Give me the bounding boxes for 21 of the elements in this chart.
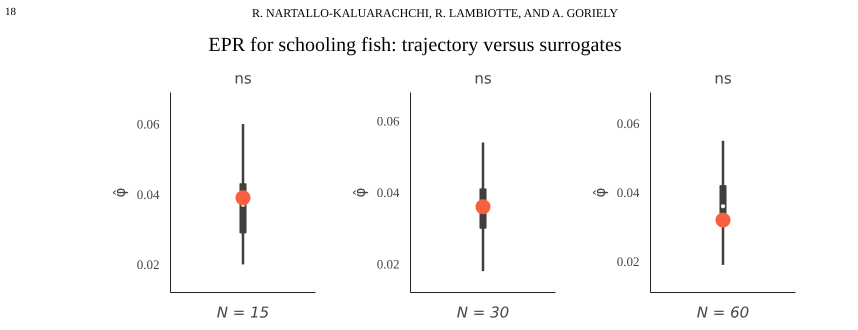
chart-title: ns: [234, 70, 252, 88]
text: R. NARTALLO-KALUARACHCHI, R. LAMBIOTTE, AND A. GORIELY: [252, 5, 618, 22]
y-tick-label: 0.02: [136, 256, 160, 272]
chart-title: ns: [474, 70, 492, 88]
y-tick-label: 0.06: [376, 114, 400, 129]
x-axis-title: N = 30: [456, 304, 510, 322]
chart-title: ns: [714, 70, 732, 88]
y-tick-label: 0.02: [616, 254, 640, 269]
text: EPR for schooling fish: trajectory versus surrogates: [208, 33, 622, 58]
x-axis-title: N = 60: [696, 304, 750, 322]
y-axis-title: φ̂: [350, 187, 369, 198]
x-axis-title: N = 15: [216, 304, 270, 322]
y-tick-label: 0.06: [136, 116, 160, 132]
y-tick-label: 0.06: [616, 116, 640, 132]
y-tick-label: 0.02: [376, 256, 400, 272]
y-axis-title: φ̂: [110, 187, 129, 198]
y-tick-label: 0.04: [136, 186, 160, 202]
y-tick-label: 0.04: [376, 185, 400, 200]
text: 18: [5, 5, 16, 20]
y-axis-title: φ̂: [590, 187, 609, 198]
y-tick-label: 0.04: [616, 185, 640, 200]
